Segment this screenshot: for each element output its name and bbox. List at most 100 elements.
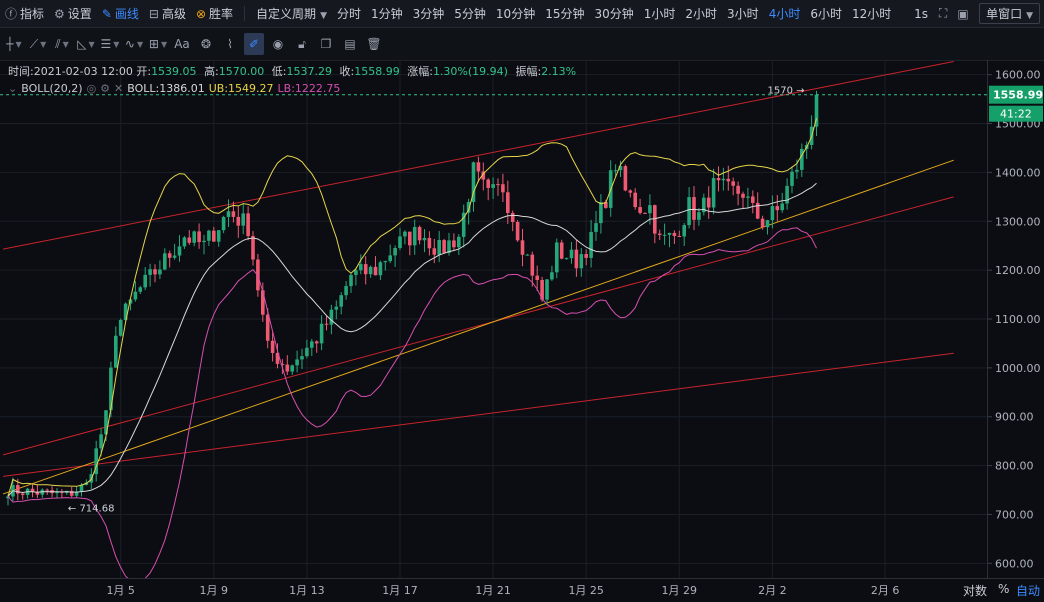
price-tick-label: 1200.00 [995, 264, 1041, 277]
collapse-icon[interactable]: ⌄ [8, 82, 18, 95]
fib-grid-icon: ⊞ [148, 37, 159, 51]
period-5[interactable]: 10分钟 [495, 7, 536, 21]
candle-body [393, 248, 397, 256]
candle-body [314, 341, 319, 344]
time-axis[interactable]: 1月 5 1月 9 1月 13 1月 17 1月 21 1月 25 1月 29 2月 2 2月 … [0, 578, 1044, 602]
line-tool[interactable]: ⟋ ▼ [28, 33, 48, 55]
advanced-icon: ⊟ [148, 6, 159, 21]
wave-tool[interactable]: ∿ ▼ [124, 33, 144, 55]
crosshair-tool[interactable]: ┼ ▼ [4, 33, 24, 55]
period-4[interactable]: 5分钟 [454, 7, 486, 21]
price-axis[interactable]: 600.00 700.00 800.00 900.00 1000.00 1100.00 12… [987, 60, 1044, 578]
candle-body [231, 211, 236, 217]
victory-icon: ⊗ [195, 6, 207, 21]
candle-body [30, 488, 35, 492]
period-13[interactable]: 12小时 [851, 7, 892, 21]
candle-body [79, 484, 84, 492]
candle-body [94, 448, 98, 475]
trend-lines[interactable] [2, 60, 954, 495]
candle-body [202, 240, 206, 243]
time-tick-label: 1月 13 [289, 584, 325, 597]
copy-tool[interactable]: ❐ [316, 33, 336, 55]
candle-body [672, 232, 677, 236]
trash-tool[interactable]: 🗑︎ [364, 33, 384, 55]
magnet-draw-tool[interactable]: ✐ [244, 33, 264, 55]
period-8[interactable]: 1小时 [643, 7, 676, 21]
candle-body [398, 236, 402, 249]
draw-line-button[interactable]: ✎ 画线 [101, 6, 139, 22]
period-7[interactable]: 30分钟 [594, 7, 634, 21]
log-scale-toggle[interactable]: 对数 [963, 584, 988, 598]
candle-body [800, 148, 804, 170]
candle-body [594, 223, 598, 232]
window-select[interactable]: 单窗口 ▼ [979, 3, 1040, 24]
candle-body [55, 491, 59, 494]
custom-period-dropdown[interactable]: 自定义周期 ▼ [256, 7, 327, 21]
eye-icon[interactable]: ◎ [86, 82, 97, 95]
period-12[interactable]: 6小时 [810, 7, 842, 21]
candle-body [604, 201, 608, 208]
candle-body [442, 240, 446, 253]
candle-body [123, 303, 128, 320]
period-6[interactable]: 15分钟 [545, 7, 585, 21]
current-price-value: 1558.99 [993, 89, 1043, 102]
fib-grid-tool[interactable]: ⊞ ▼ [148, 33, 168, 55]
period-3[interactable]: 3分钟 [412, 7, 445, 21]
text-tool[interactable]: Aa [172, 33, 192, 55]
candle-body [148, 269, 152, 275]
visibility-tool[interactable]: ◉ [268, 33, 288, 55]
candle-body [349, 274, 353, 287]
close-icon[interactable]: ✕ [114, 82, 124, 95]
candle-body [525, 254, 530, 256]
horizontal-lines-tool[interactable]: ☰ ▼ [100, 33, 120, 55]
candle-body [648, 205, 652, 214]
main-toolbar: ⓕ 指标 ⚙ 设置 ✎ 画线 ⊟ 高级 ⊗ 胜率 自定义周期 ▼ 分时 1分钟 3分钟 5分… [0, 0, 1044, 28]
legend-change: 1.30%(19.94) [432, 65, 508, 78]
fullscreen-icon[interactable]: ⛶ [938, 6, 948, 20]
layers-tool[interactable]: ▤ [340, 33, 360, 55]
candle-body [447, 240, 451, 253]
candle-body [461, 212, 466, 237]
drawing-toolbar: ┼ ▼ ⟋ ▼ ⫽ ▼ ◺ ▼ ☰ ▼ ∿ ▼ ⊞ ▼ Aa ❂ ⌇ ✐ ◉ 🔓︎ ❐ ▤ 🗑… [0, 28, 1044, 61]
time-tick-label: 1月 21 [475, 584, 511, 597]
candle-body [457, 236, 461, 248]
candle-body [290, 365, 294, 372]
auto-scale-toggle[interactable]: 自动 [1016, 584, 1041, 598]
candle-body [515, 222, 520, 241]
percent-scale-toggle[interactable]: % [998, 582, 1010, 596]
candlestick-chart[interactable]: 1570 → ← 714.68 [0, 60, 987, 578]
high-marker-label: 1570 → [767, 85, 804, 96]
angle-tool[interactable]: ◺ ▼ [76, 33, 96, 55]
ruler-tool[interactable]: ⌇ [220, 33, 240, 55]
candle-body [599, 201, 603, 224]
caret-down-icon: ▼ [1026, 11, 1033, 21]
advanced-button[interactable]: ⊟ 高级 [148, 6, 186, 22]
right-period[interactable]: 1s [914, 6, 929, 21]
multi-line-tool[interactable]: ⫽ ▼ [52, 33, 72, 55]
caret-down-icon: ▼ [62, 39, 69, 49]
trend-line [2, 196, 954, 456]
period-2[interactable]: 1分钟 [371, 7, 403, 21]
lock-tool[interactable]: 🔓︎ [292, 33, 312, 55]
candle-body [182, 237, 187, 247]
countdown-tag [989, 105, 1043, 122]
period-11[interactable]: 4小时 [768, 7, 801, 21]
candle-body [212, 230, 216, 242]
period-1[interactable]: 分时 [336, 7, 361, 21]
indicator-button[interactable]: ⓕ 指标 [5, 7, 45, 21]
period-10[interactable]: 3小时 [727, 7, 759, 21]
candle-body [765, 220, 770, 228]
screenshot-icon[interactable]: ▣ [957, 6, 969, 21]
period-9[interactable]: 2小时 [685, 7, 718, 21]
win-rate-button[interactable]: ⊗ 胜率 [195, 6, 234, 22]
gear-icon[interactable]: ⚙ [100, 82, 111, 95]
settings-button[interactable]: ⚙ 设置 [54, 6, 92, 22]
candle-body [270, 340, 275, 353]
candle-body [682, 225, 686, 237]
shapes-tool[interactable]: ❂ [196, 33, 216, 55]
candle-body [172, 255, 177, 258]
line-icon: ⟋ [29, 36, 39, 51]
candle-body [378, 262, 383, 276]
price-tick-label: 900.00 [995, 411, 1034, 424]
candle-body [530, 254, 535, 276]
